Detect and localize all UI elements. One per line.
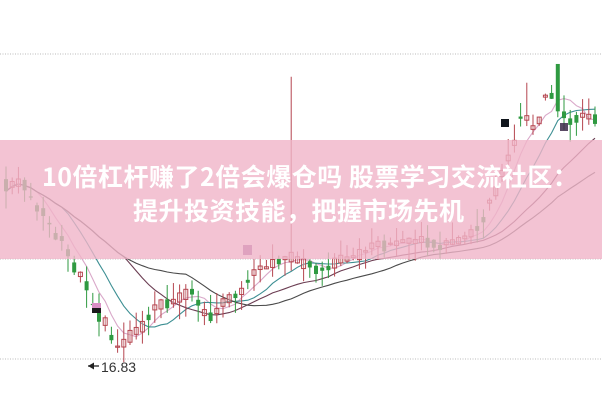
svg-text:16.83: 16.83 [101, 359, 136, 375]
svg-text:提升投资技能，把握市场先机: 提升投资技能，把握市场先机 [133, 192, 465, 228]
svg-text:10倍杠杆赚了2倍会爆仓吗 股票学习交流社区：: 10倍杠杆赚了2倍会爆仓吗 股票学习交流社区： [42, 158, 578, 194]
